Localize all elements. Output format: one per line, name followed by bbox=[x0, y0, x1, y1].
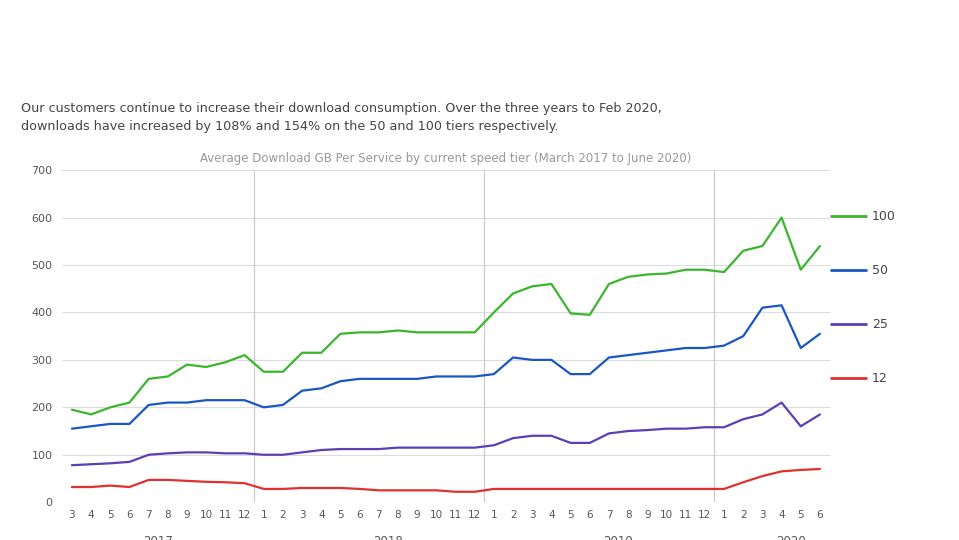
Text: Our download usage: Our download usage bbox=[21, 24, 503, 66]
Text: 2017: 2017 bbox=[143, 536, 174, 540]
Text: 25: 25 bbox=[872, 318, 888, 330]
Text: 12: 12 bbox=[872, 372, 888, 384]
Text: 100: 100 bbox=[872, 210, 896, 222]
Text: Our customers continue to increase their download consumption. Over the three ye: Our customers continue to increase their… bbox=[21, 102, 662, 132]
Text: 2020: 2020 bbox=[776, 536, 807, 540]
Text: 2018: 2018 bbox=[373, 536, 404, 540]
Text: Aussie
Broadband: Aussie Broadband bbox=[853, 25, 938, 56]
Title: Average Download GB Per Service by current speed tier (March 2017 to June 2020): Average Download GB Per Service by curre… bbox=[200, 152, 691, 165]
Text: 50: 50 bbox=[872, 264, 888, 276]
Text: 2019: 2019 bbox=[603, 536, 634, 540]
